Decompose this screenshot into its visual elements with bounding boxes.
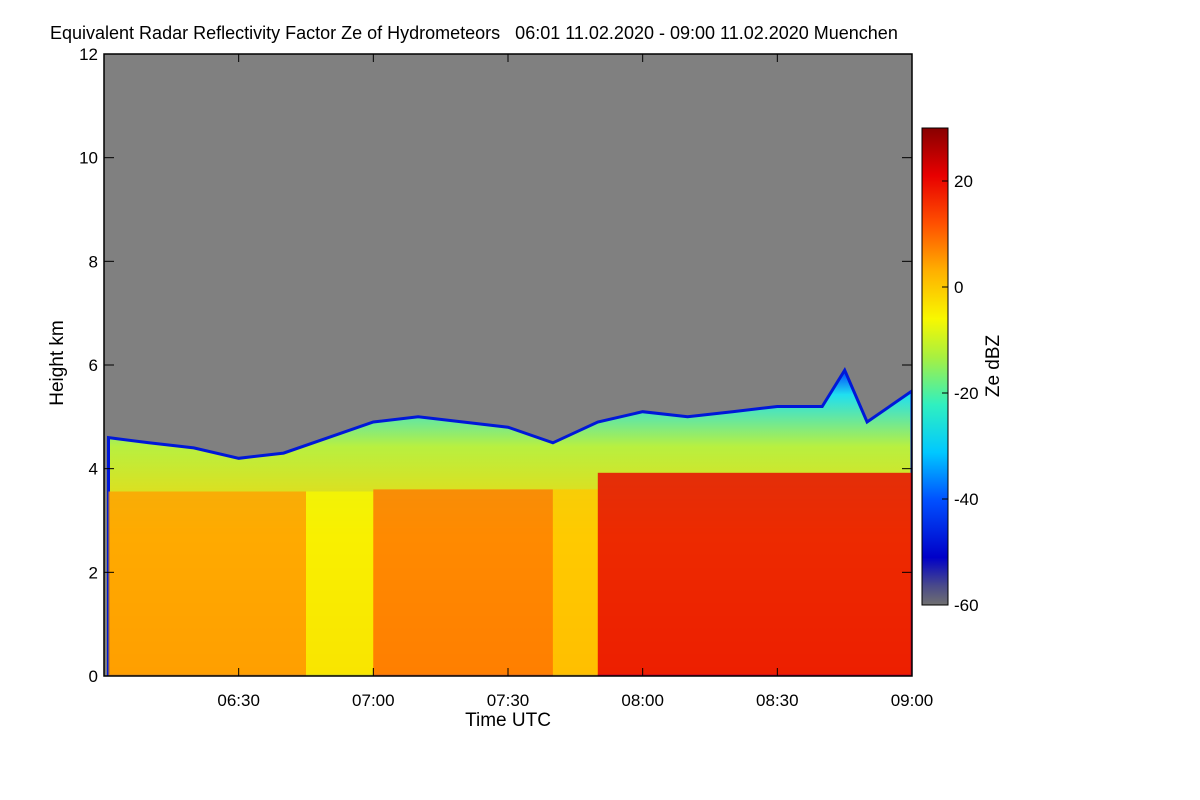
y-tick-label: 6 — [89, 356, 98, 375]
colorbar-tick-label: 0 — [954, 278, 963, 297]
colorbar-label: Ze dBZ — [983, 334, 1004, 397]
x-tick-label: 08:00 — [621, 691, 664, 710]
reflectivity-band — [597, 472, 912, 676]
echo-top-edge — [106, 366, 912, 676]
x-tick-label: 09:00 — [891, 691, 934, 710]
reflectivity-band — [306, 491, 374, 676]
y-tick-label: 12 — [79, 45, 98, 64]
x-tick-label: 06:30 — [217, 691, 260, 710]
colorbar: 20 0 -20 -40 -60 Ze dBZ — [921, 127, 1004, 615]
chart-title: Equivalent Radar Reflectivity Factor Ze … — [50, 23, 898, 43]
reflectivity-band — [108, 491, 306, 676]
plot-area — [103, 53, 913, 677]
colorbar-ticks: 20 0 -20 -40 -60 — [942, 172, 979, 615]
colorbar-tick-label: -60 — [954, 596, 979, 615]
y-axis-label: Height km — [47, 320, 68, 406]
x-tick-label: 07:00 — [352, 691, 395, 710]
y-tick-label: 8 — [89, 252, 98, 271]
colorbar-tick-label: -20 — [954, 384, 979, 403]
y-axis: 0 2 4 6 8 10 12 — [79, 45, 912, 686]
y-tick-label: 10 — [79, 149, 98, 168]
x-tick-label: 07:30 — [487, 691, 530, 710]
x-axis-label: Time UTC — [465, 710, 551, 731]
x-tick-label: 08:30 — [756, 691, 799, 710]
x-axis: 06:30 07:00 07:30 08:00 08:30 09:00 — [217, 54, 933, 710]
y-tick-label: 0 — [89, 667, 98, 686]
colorbar-tick-label: 20 — [954, 172, 973, 191]
reflectivity-field — [106, 366, 912, 676]
y-tick-label: 4 — [89, 460, 98, 479]
colorbar-tick-label: -40 — [954, 490, 979, 509]
reflectivity-band — [373, 489, 553, 676]
colorbar-gradient — [921, 127, 949, 606]
y-tick-label: 2 — [89, 563, 98, 582]
reflectivity-band — [552, 489, 598, 676]
